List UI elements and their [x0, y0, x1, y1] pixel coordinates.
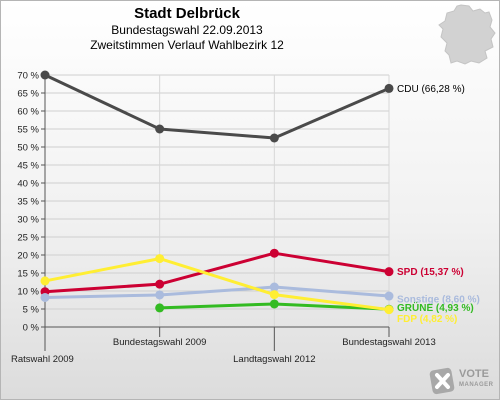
vote-manager-logo-icon — [429, 367, 455, 395]
data-point-grüne — [155, 303, 165, 313]
x-tick-label: Bundestagswahl 2009 — [113, 337, 207, 348]
series-line-spd — [43, 251, 391, 294]
germany-map-icon — [438, 4, 496, 65]
y-tick-label: 40 % — [17, 179, 39, 190]
series-label-sonstige: Sonstige (8,60 %) — [397, 295, 480, 306]
y-tick-label: 55 % — [17, 125, 39, 136]
series-label-spd: SPD (15,37 %) — [397, 267, 464, 278]
data-point-cdu — [269, 133, 279, 143]
data-point-cdu — [155, 124, 165, 134]
vote-manager-logo: VOTE MANAGER — [429, 365, 500, 399]
data-point-cdu — [40, 70, 50, 80]
data-point-grüne — [269, 299, 279, 309]
y-tick-label: 25 % — [17, 233, 39, 244]
data-point-fdp — [384, 305, 394, 315]
data-point-sonstige — [40, 292, 50, 302]
data-point-sonstige — [384, 291, 394, 301]
y-tick-label: 0 % — [23, 323, 40, 334]
data-point-fdp — [155, 254, 165, 264]
data-point-sonstige — [269, 282, 279, 292]
y-tick-label: 65 % — [17, 89, 39, 100]
data-point-fdp — [40, 276, 50, 286]
series-line-cdu — [43, 73, 391, 140]
chart-titles: Stadt Delbrück Bundestagswahl 22.09.2013… — [1, 5, 373, 53]
y-tick-label: 30 % — [17, 215, 39, 226]
y-tick-label: 10 % — [17, 287, 39, 298]
chart-title: Stadt Delbrück — [134, 5, 240, 22]
x-tick-label: Landtagswahl 2012 — [233, 354, 315, 365]
vote-manager-logo-text: VOTE MANAGER — [459, 369, 494, 391]
y-tick-label: 20 % — [17, 251, 39, 262]
x-tick-label: Ratswahl 2009 — [11, 354, 74, 365]
y-tick-label: 60 % — [17, 107, 39, 118]
chart-subtitle-district: Zweitstimmen Verlauf Wahlbezirk 12 — [90, 38, 284, 52]
logo-line1: VOTE — [459, 368, 489, 380]
y-tick-label: 15 % — [17, 269, 39, 280]
series-label-cdu: CDU (66,28 %) — [397, 84, 465, 95]
data-point-spd — [384, 267, 394, 277]
series-line-sonstige — [43, 285, 391, 299]
y-tick-label: 50 % — [17, 143, 39, 154]
x-tick-label: Bundestagswahl 2013 — [342, 337, 436, 348]
data-point-spd — [269, 248, 279, 258]
y-tick-label: 45 % — [17, 161, 39, 172]
series-label-fdp: FDP (4,82 %) — [397, 314, 457, 325]
y-tick-label: 70 % — [17, 71, 39, 82]
data-point-spd — [155, 279, 165, 289]
series-label-grüne: GRÜNE (4,93 %) — [397, 301, 474, 314]
logo-line2: MANAGER — [459, 382, 494, 388]
chart-subtitle-election: Bundestagswahl 22.09.2013 — [111, 23, 263, 37]
data-point-sonstige — [155, 290, 165, 300]
data-point-cdu — [384, 83, 394, 93]
series-line-fdp — [43, 257, 391, 312]
data-point-fdp — [269, 290, 279, 300]
y-tick-label: 35 % — [17, 197, 39, 208]
y-tick-label: 5 % — [23, 305, 40, 316]
